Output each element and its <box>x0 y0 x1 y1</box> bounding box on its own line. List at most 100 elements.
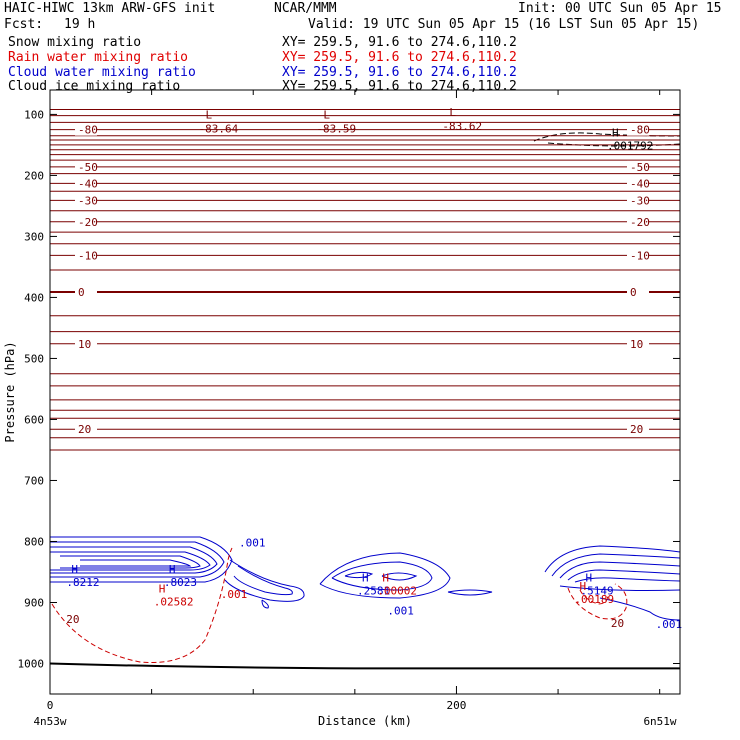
isotherm-label-bg <box>75 337 97 350</box>
high-value: .8212 <box>66 576 99 589</box>
isotherm-label-bg <box>75 423 97 436</box>
high-marker: H <box>382 571 389 584</box>
y-tick-label: 800 <box>24 535 44 548</box>
y-tick-label: 700 <box>24 474 44 487</box>
isotherm-label: -30 <box>630 194 650 207</box>
isotherm-label: 0 <box>78 286 85 299</box>
low-value: -83.59 <box>316 122 356 135</box>
isotherm-label: -10 <box>78 249 98 262</box>
high-value: .5149 <box>581 584 614 597</box>
isotherm-label: -40 <box>630 177 650 190</box>
x-tick-label: 0 <box>47 699 54 712</box>
cloud-water-contours <box>50 536 681 621</box>
high-marker: H <box>579 580 586 593</box>
low-marker: L <box>206 108 213 121</box>
low-marker: L <box>449 106 456 119</box>
plot-frame <box>49 89 681 695</box>
y-tick-label: 100 <box>24 108 44 121</box>
isotherm-label: -20 <box>78 216 98 229</box>
isotherm-label-bg <box>75 177 97 190</box>
x-start-label: 4n53w <box>33 715 66 728</box>
contour-annotation: .001 <box>387 605 414 618</box>
contour-annotation: .001 <box>221 588 248 601</box>
field-xy-rain: XY= 259.5, 91.6 to 274.6,110.2 <box>282 50 517 65</box>
high-marker: H <box>362 571 369 584</box>
contour-annotation: .001 <box>239 536 266 549</box>
isotherm-label: -80 <box>630 124 650 137</box>
high-value: .2581 <box>357 584 390 597</box>
isotherm-label: -20 <box>630 216 650 229</box>
high-marker: H <box>71 563 78 576</box>
isotherm-label: -40 <box>78 177 98 190</box>
high-marker: H <box>586 571 593 584</box>
isotherm-label: -30 <box>78 194 98 207</box>
high-marker: H <box>612 127 619 140</box>
isotherm-label-bg <box>75 123 97 136</box>
low-marker: L <box>323 108 330 121</box>
isotherm-label-bg <box>627 194 649 207</box>
isotherm-label-bg <box>75 215 97 228</box>
contour-annotation: 20 <box>611 617 624 630</box>
x-tick-label: 200 <box>447 699 467 712</box>
forecast-hour: 19 h <box>64 17 96 32</box>
isotherm-label-bg <box>75 160 97 173</box>
field-name-cloud-water: Cloud water mixing ratio <box>8 65 196 80</box>
rain-water-contours <box>51 547 628 664</box>
y-tick-label: 400 <box>24 291 44 304</box>
isotherm-label-bg <box>75 194 97 207</box>
isotherm-label: 20 <box>630 423 643 436</box>
low-value: -83.64 <box>199 122 239 135</box>
isotherm-label: -50 <box>630 161 650 174</box>
y-tick-label: 200 <box>24 169 44 182</box>
x-end-label: 6n51w <box>643 715 676 728</box>
isotherm-label: 20 <box>78 423 91 436</box>
isotherm-label: 0 <box>630 286 637 299</box>
model-title: HAIC-HIWC 13km ARW-GFS init <box>4 1 216 16</box>
high-marker: H <box>169 563 176 576</box>
y-axis-title: Pressure (hPa) <box>3 341 17 442</box>
y-tick-label: 300 <box>24 230 44 243</box>
y-tick-label: 900 <box>24 596 44 609</box>
isotherm-label: -10 <box>630 249 650 262</box>
contour-annotation: .001 <box>656 618 683 631</box>
terrain-line <box>49 662 680 670</box>
isotherm-lines <box>49 109 680 670</box>
forecast-label: Fcst: <box>4 17 44 32</box>
isotherm-label-bg <box>627 423 649 436</box>
y-tick-label: 1000 <box>18 657 45 670</box>
x-axis-title: Distance (km) <box>318 714 412 728</box>
high-value: .001792 <box>607 140 653 153</box>
isotherm-label-bg <box>627 337 649 350</box>
low-value: -83.62 <box>442 120 482 133</box>
field-xy-snow: XY= 259.5, 91.6 to 274.6,110.2 <box>282 35 517 50</box>
isotherm-label-bg <box>627 177 649 190</box>
isotherm-labels: -80 -80 -50 -50 -40 -40 -30 -30 -20 -20 -10 -10 0 0 10… <box>75 123 650 436</box>
contour-annotation: 20 <box>66 613 79 626</box>
high-value: .02582 <box>154 595 194 608</box>
isotherm-label-bg <box>75 249 97 262</box>
isotherm-label: 10 <box>630 338 643 351</box>
y-tick-label: 600 <box>24 413 44 426</box>
high-value: .00189 <box>574 593 614 606</box>
field-xy-cloud-water: XY= 259.5, 91.6 to 274.6,110.2 <box>282 65 517 80</box>
isotherm-label-bg <box>627 285 649 298</box>
y-tick-label: 500 <box>24 352 44 365</box>
high-value: .00002 <box>377 584 417 597</box>
isotherm-label-bg <box>627 123 649 136</box>
isotherm-label-bg <box>627 160 649 173</box>
org-label: NCAR/MMM <box>274 1 337 16</box>
isotherm-label-bg <box>75 285 97 298</box>
high-marker: H <box>159 582 166 595</box>
extrema-labels: L-83.64L-83.59L-83.62H.001792H.8212H.802… <box>66 106 682 631</box>
init-time: Init: 00 UTC Sun 05 Apr 15 <box>518 1 722 16</box>
isotherm-label-bg <box>627 249 649 262</box>
field-name-snow: Snow mixing ratio <box>8 35 142 50</box>
isotherm-label: -80 <box>78 124 98 137</box>
field-name-rain: Rain water mixing ratio <box>8 50 189 65</box>
valid-time: Valid: 19 UTC Sun 05 Apr 15 (16 LST Sun … <box>308 17 700 32</box>
isotherm-label: 10 <box>78 338 91 351</box>
isotherm-label-bg <box>627 215 649 228</box>
high-value: .8023 <box>164 576 197 589</box>
